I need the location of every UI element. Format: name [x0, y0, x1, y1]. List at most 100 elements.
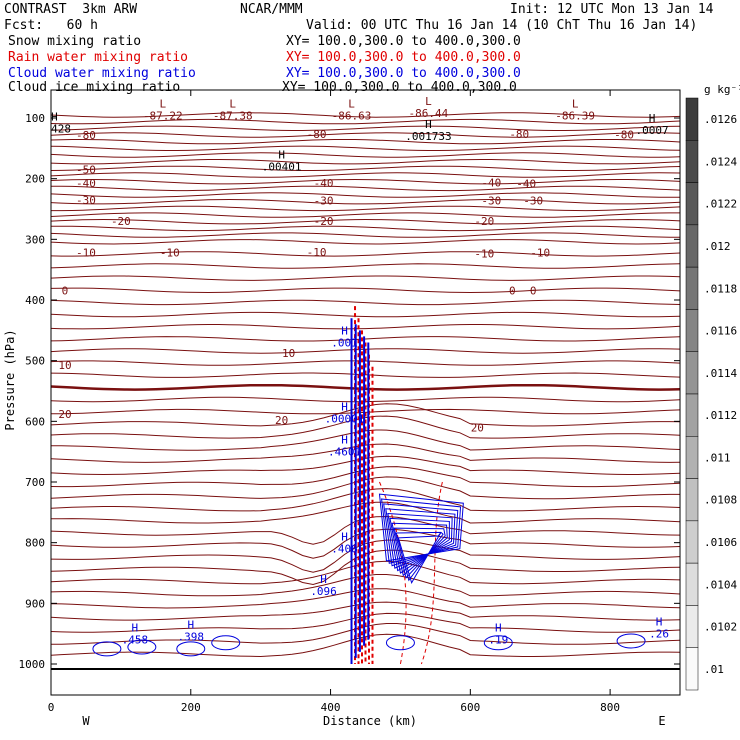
temperature-contour [51, 408, 680, 415]
y-tick-label: 100 [25, 112, 45, 125]
plot-frame [50, 89, 681, 696]
colorbar-segment [685, 182, 699, 226]
extremum-marker: L [425, 95, 432, 108]
temperature-label: 0 [509, 284, 516, 297]
temperature-contour [51, 198, 680, 205]
extremum-value: .4601 [328, 446, 361, 459]
temperature-contour [51, 324, 680, 330]
colorbar-label: .0104 [704, 578, 737, 591]
temperature-contour [51, 139, 680, 145]
cloud-water-contour [378, 493, 464, 562]
temperature-label: -30 [481, 195, 501, 208]
colorbar-segment [685, 478, 699, 522]
extremum-marker: H [341, 400, 348, 413]
temperature-contour [51, 275, 680, 281]
extremum-marker: H [649, 112, 656, 125]
temperature-contour [51, 165, 680, 171]
colorbar-segment [685, 605, 699, 648]
temperature-label: 10 [58, 359, 71, 372]
model-title: CONTRAST 3km ARW [4, 2, 138, 17]
west-label: W [82, 714, 90, 728]
extremum-value: .406 [331, 543, 358, 556]
colorbar-label: .012 [704, 240, 731, 253]
extremum-marker: H [656, 616, 663, 629]
temperature-contour [51, 372, 680, 378]
temperature-contour [51, 539, 680, 573]
extremum-value: .001 [331, 336, 358, 349]
temperature-label: -80 [76, 129, 96, 142]
rain-contour [420, 481, 443, 665]
forecast-hour: Fcst: 60 h [4, 18, 98, 33]
colorbar-segment [685, 562, 699, 606]
colorbar-label: .0108 [704, 494, 737, 507]
colorbar-label: .0124 [704, 155, 737, 168]
colorbar-segment [685, 520, 699, 564]
colorbar-segment [685, 393, 699, 437]
cloud-water-contour [387, 513, 453, 572]
x-axis-title: Distance (km) [323, 714, 417, 728]
temperature-contour [51, 383, 680, 391]
extremum-marker: H [495, 622, 502, 635]
colorbar-label: .0102 [704, 621, 737, 634]
extremum-value: .26 [649, 628, 669, 641]
temperature-contour [51, 287, 680, 294]
center-title: NCAR/MMM [240, 2, 303, 17]
valid-time: Valid: 00 UTC Thu 16 Jan 14 (10 ChT Thu … [306, 18, 698, 33]
temperature-label: -30 [523, 195, 543, 208]
cloud-water-contour [616, 633, 646, 649]
cloud-water-contour [381, 498, 462, 564]
temperature-contour [51, 232, 680, 238]
cloud-water-contour [483, 635, 513, 651]
temperature-label: 10 [282, 347, 295, 360]
field-xsec-cloud-water: XY= 100.0,300.0 to 400.0,300.0 [286, 66, 521, 81]
extremum-value: -86.44 [409, 107, 449, 120]
temperature-label: -80 [614, 128, 634, 141]
temperature-label: 20 [471, 421, 484, 434]
temperature-label: -80 [307, 128, 327, 141]
temperature-label: -80 [509, 128, 529, 141]
temperature-contour [51, 415, 680, 439]
colorbar-label: .0118 [704, 282, 737, 295]
y-tick-label: 700 [25, 476, 45, 489]
temperature-label: -10 [76, 247, 96, 260]
temperature-label: -30 [314, 195, 334, 208]
temperature-contour [51, 132, 680, 138]
extremum-marker: L [348, 98, 355, 111]
colorbar-label: .0116 [704, 325, 737, 338]
cloud-water-contour [383, 503, 459, 567]
temperature-contour [51, 251, 680, 257]
y-tick-label: 300 [25, 233, 45, 246]
temperature-contour [51, 172, 680, 178]
temperature-contour [51, 476, 680, 500]
x-tick-label: 0 [48, 701, 55, 714]
colorbar-label: .0106 [704, 536, 737, 549]
cloud-water-contour [211, 635, 241, 651]
temperature-contour [51, 159, 680, 165]
temperature-label: -10 [474, 247, 494, 260]
colorbar-label: .0114 [704, 367, 737, 380]
field-xsec-rain: XY= 100.0,300.0 to 400.0,300.0 [286, 50, 521, 65]
cloud-water-contour [385, 508, 456, 569]
x-tick-label: 600 [460, 701, 480, 714]
temperature-contour [51, 360, 680, 366]
temperature-contour [51, 501, 680, 524]
field-name-rain: Rain water mixing ratio [8, 50, 189, 65]
temperature-contour [51, 205, 680, 212]
temperature-contour [51, 299, 680, 306]
temperature-contour [51, 212, 680, 218]
temperature-contour [51, 311, 680, 318]
extremum-value: .398 [178, 631, 205, 644]
temperature-contour [51, 112, 680, 118]
colorbar-label: .01 [704, 663, 724, 676]
field-name-cloud-ice: Cloud ice mixing ratio [8, 80, 181, 95]
cloud-water-contour [176, 641, 206, 657]
extremum-marker: H [341, 434, 348, 447]
temperature-contour [51, 225, 680, 232]
colorbar-segment [685, 140, 699, 183]
temperature-contour [51, 348, 680, 354]
cloud-water-contour [385, 635, 415, 651]
temperature-contour [51, 560, 680, 585]
temperature-label: 20 [275, 414, 288, 427]
colorbar-label: .0122 [704, 198, 737, 211]
